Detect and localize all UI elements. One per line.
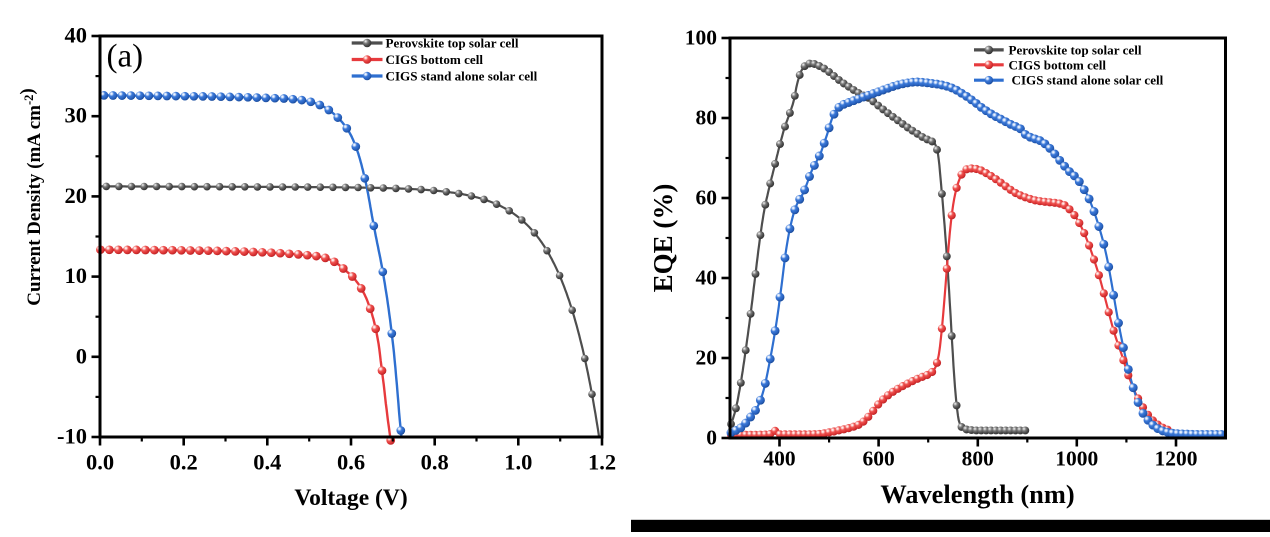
svg-text:600: 600 xyxy=(862,447,894,471)
svg-text:CIGS stand alone solar cell: CIGS stand alone solar cell xyxy=(386,69,538,84)
svg-text:20: 20 xyxy=(696,346,718,370)
svg-text:1.2: 1.2 xyxy=(588,450,616,475)
svg-text:CIGS bottom cell: CIGS bottom cell xyxy=(386,52,484,67)
svg-text:1200: 1200 xyxy=(1155,447,1198,471)
svg-text:30: 30 xyxy=(65,103,88,128)
svg-text:CIGS stand alone solar cell: CIGS stand alone solar cell xyxy=(1012,73,1164,88)
svg-text:100: 100 xyxy=(685,26,717,50)
svg-text:60: 60 xyxy=(696,186,718,210)
svg-text:EQE (%): EQE (%) xyxy=(648,184,678,293)
svg-text:0.8: 0.8 xyxy=(421,450,449,475)
svg-text:40: 40 xyxy=(65,23,88,48)
svg-text:CIGS bottom cell: CIGS bottom cell xyxy=(1009,57,1107,72)
svg-text:0.4: 0.4 xyxy=(253,450,281,475)
svg-text:0: 0 xyxy=(76,343,87,368)
svg-text:10: 10 xyxy=(65,263,88,288)
svg-text:80: 80 xyxy=(696,106,718,130)
svg-text:Perovskite top solar cell: Perovskite top solar cell xyxy=(386,36,519,51)
svg-text:1.0: 1.0 xyxy=(504,450,532,475)
svg-text:0.0: 0.0 xyxy=(86,450,114,475)
svg-text:Wavelength (nm): Wavelength (nm) xyxy=(880,479,1074,509)
svg-text:-10: -10 xyxy=(57,424,87,449)
svg-text:Perovskite top solar cell: Perovskite top solar cell xyxy=(1009,42,1142,57)
svg-text:400: 400 xyxy=(763,447,795,471)
svg-text:Voltage (V): Voltage (V) xyxy=(294,485,407,511)
svg-text:20: 20 xyxy=(65,183,88,208)
svg-text:800: 800 xyxy=(962,447,994,471)
svg-text:0: 0 xyxy=(706,426,717,450)
svg-text:(a): (a) xyxy=(107,39,144,75)
svg-text:0.2: 0.2 xyxy=(170,450,198,475)
svg-text:0.6: 0.6 xyxy=(337,450,365,475)
svg-text:1000: 1000 xyxy=(1055,447,1098,471)
svg-text:40: 40 xyxy=(696,266,718,290)
